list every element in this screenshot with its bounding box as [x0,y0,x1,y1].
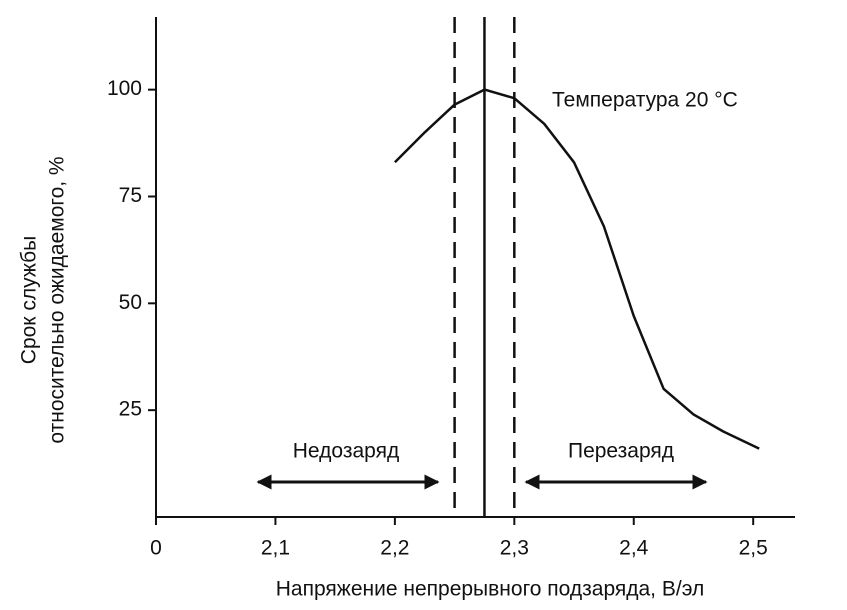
y-axis-label: Срок службы [18,236,41,364]
y-tick-label: 25 [119,398,142,421]
y-tick-label: 75 [119,184,142,207]
x-tick-label: 2,5 [739,537,768,560]
x-tick-label: 2,1 [261,537,290,560]
annotation: Температура 20 °C [552,89,738,112]
x-tick-label: 2,4 [619,537,649,560]
line-series [394,88,760,450]
annotation: Недозаряд [293,440,399,463]
x-axis-label: Напряжение непрерывного подзаряда, В/эл [276,578,704,601]
y-axis-label: относительно ожидаемого, % [46,156,69,443]
annotation: Перезаряд [568,440,674,463]
x-tick-label: 2,3 [500,537,529,560]
x-tick-label: 2,2 [380,537,409,560]
y-tick-label: 50 [119,291,142,314]
y-tick-label: 0 [150,537,162,560]
y-tick-label: 100 [107,77,142,100]
